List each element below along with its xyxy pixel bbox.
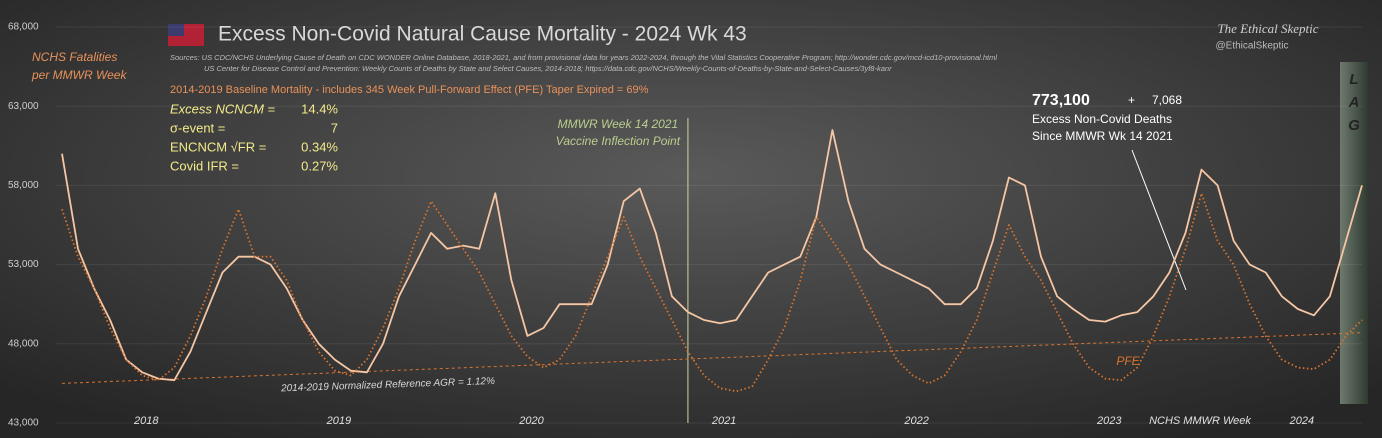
x-axis-label: NCHS MMWR Week — [1149, 415, 1251, 427]
lag-letter: G — [1348, 117, 1360, 134]
source: Sources: US CDC/NCHS Underlying Cause of… — [170, 53, 997, 62]
stat-value: 14.4% — [301, 101, 338, 116]
series-line — [61, 192, 1363, 393]
stat-label: Excess NCNCM = — [170, 101, 276, 116]
excess-plus: + — [1128, 93, 1135, 107]
handle: @EthicalSkeptic — [1216, 41, 1289, 52]
excess-caption: Excess Non-Covid Deaths — [1032, 112, 1172, 126]
x-tick-label: 2019 — [326, 415, 351, 427]
y-tick-label: 58,000 — [8, 180, 39, 191]
excess-total: 773,100 — [1032, 92, 1090, 109]
x-tick-label: 2023 — [1096, 415, 1122, 427]
lag-band — [1340, 62, 1368, 404]
x-tick-label: 2018 — [133, 415, 159, 427]
y-tick-label: 68,000 — [8, 22, 39, 33]
y-tick-label: 48,000 — [8, 338, 39, 349]
excess-week: 7,068 — [1152, 93, 1182, 107]
reference-line — [61, 332, 1363, 384]
source: US Center for Disease Control and Preven… — [204, 64, 892, 73]
stat-value: 7 — [331, 120, 338, 135]
y-tick-label: 53,000 — [8, 259, 39, 270]
stat-label: σ-event = — [170, 120, 225, 135]
lag-letter: A — [1348, 94, 1360, 111]
y-tick-label: 63,000 — [8, 101, 39, 112]
lag-letter: L — [1349, 71, 1358, 88]
stat-value: 0.34% — [301, 139, 338, 154]
x-tick-label: 2024 — [1289, 415, 1314, 427]
y-axis-label: per MMWR Week — [31, 68, 127, 82]
y-axis-label: NCHS Fatalities — [32, 50, 117, 64]
pointer — [1131, 149, 1187, 291]
x-tick-label: 2021 — [711, 415, 736, 427]
excess-caption: Since MMWR Wk 14 2021 — [1032, 129, 1173, 143]
stat-label: Covid IFR = — [170, 158, 239, 173]
chart-title: Excess Non-Covid Natural Cause Mortality… — [218, 23, 747, 46]
brand: The Ethical Skeptic — [1217, 21, 1318, 36]
y-tick-label: 43,000 — [8, 418, 39, 429]
stat-value: 0.27% — [301, 158, 338, 173]
flag-canton — [168, 24, 184, 36]
x-tick-label: 2022 — [903, 415, 928, 427]
pfe-label: PFE — [1116, 354, 1140, 368]
subtitle: 2014-2019 Baseline Mortality - includes … — [170, 84, 649, 96]
stat-label: ENCNCM √FR = — [170, 139, 266, 154]
series-line — [61, 129, 1363, 382]
x-tick-label: 2020 — [518, 415, 544, 427]
inflection-label: MMWR Week 14 2021 — [558, 117, 679, 131]
inflection-label: Vaccine Inflection Point — [556, 134, 681, 148]
